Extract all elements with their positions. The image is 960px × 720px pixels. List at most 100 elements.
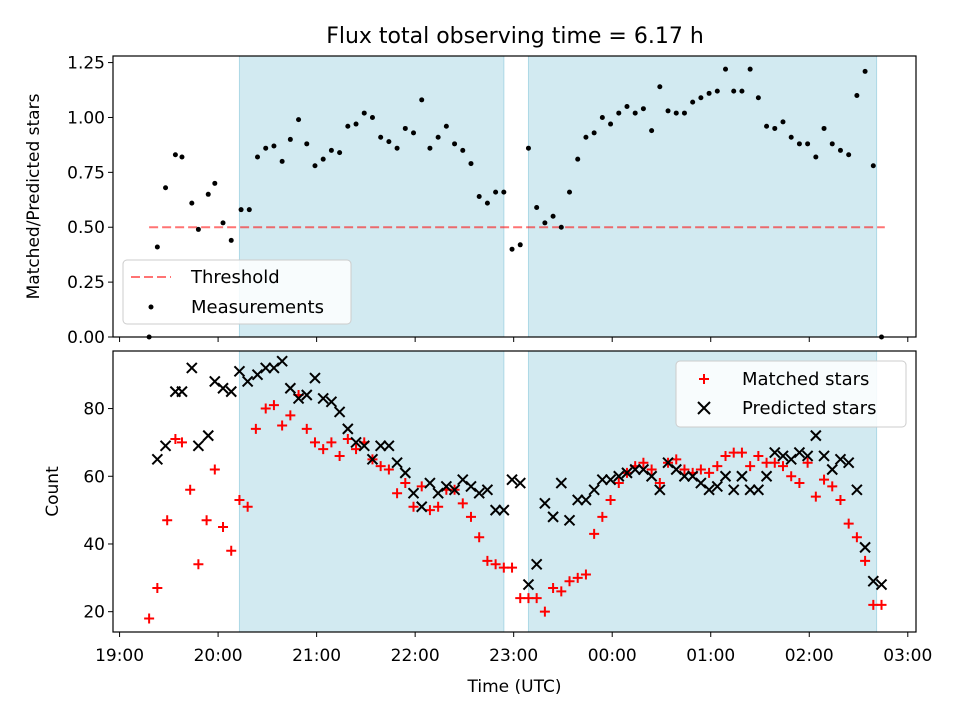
measurement-point bbox=[772, 125, 778, 131]
legend-top: Threshold Measurements bbox=[122, 259, 352, 325]
predicted-star-point bbox=[333, 406, 346, 418]
y-tick-label: 1.25 bbox=[67, 54, 105, 74]
x-tick-label: 03:00 bbox=[883, 646, 932, 666]
predicted-star-point bbox=[851, 484, 863, 496]
measurement-point bbox=[534, 204, 540, 210]
matched-star-point bbox=[301, 423, 312, 434]
legend-matched-label: Matched stars bbox=[742, 369, 869, 390]
matched-star-point bbox=[777, 461, 788, 472]
matched-star-point bbox=[226, 545, 237, 556]
predicted-star-point bbox=[818, 450, 830, 462]
observing-bands-top bbox=[238, 55, 878, 338]
measurement-point bbox=[706, 90, 712, 96]
predicted-star-point bbox=[826, 463, 838, 476]
y-axis-label-bottom: Count bbox=[43, 466, 63, 517]
predicted-star-point bbox=[325, 396, 338, 408]
predicted-star-point bbox=[176, 385, 188, 398]
predicted-star-point bbox=[662, 457, 674, 469]
measurement-point bbox=[583, 134, 589, 140]
predicted-star-point bbox=[424, 477, 436, 489]
matched-star-point bbox=[745, 461, 756, 472]
matched-star-point bbox=[564, 576, 575, 587]
y-tick-label: 20 bbox=[83, 603, 105, 623]
matched-star-point bbox=[424, 505, 435, 516]
predicted-star-point bbox=[498, 504, 510, 516]
measurement-point bbox=[320, 156, 326, 162]
matched-star-point bbox=[416, 481, 427, 492]
predicted-star-point bbox=[416, 501, 428, 513]
measurement-point bbox=[154, 244, 160, 250]
matched-star-point bbox=[465, 511, 476, 522]
observing-band bbox=[238, 350, 505, 633]
measurement-point bbox=[796, 141, 802, 147]
matched-star-point bbox=[860, 555, 871, 566]
matched-star-point bbox=[671, 454, 682, 465]
measurement-point bbox=[673, 110, 679, 116]
measurement-point bbox=[731, 88, 737, 94]
predicted-star-point bbox=[711, 480, 724, 493]
matched-star-point bbox=[531, 593, 542, 604]
measurement-point bbox=[665, 108, 671, 114]
predicted-star-point bbox=[678, 470, 691, 482]
matched-star-point bbox=[786, 471, 797, 482]
predicted-star-point bbox=[695, 477, 707, 489]
legend-predicted-swatch bbox=[697, 401, 711, 415]
predicted-star-point bbox=[350, 436, 362, 449]
measurement-point bbox=[723, 66, 729, 72]
predicted-star-point bbox=[736, 470, 748, 482]
predicted-star-point bbox=[186, 362, 198, 374]
matched-star-point bbox=[277, 420, 288, 431]
predicted-star-point bbox=[580, 494, 592, 506]
measurement-point bbox=[780, 119, 786, 125]
x-ticks-bottom: 19:00 20:00 21:00 22:00 23:00 00:00 01:00 02:00… bbox=[95, 632, 932, 666]
measurement-point bbox=[484, 200, 490, 206]
predicted-star-point bbox=[399, 467, 412, 479]
measurement-point bbox=[345, 123, 351, 129]
x-tick-label: 19:00 bbox=[95, 646, 144, 666]
predicted-star-point bbox=[473, 487, 485, 499]
legend-box bbox=[122, 259, 352, 325]
y-tick-label: 60 bbox=[83, 467, 105, 487]
y-tick-label: 1.00 bbox=[67, 108, 105, 128]
predicted-star-point bbox=[151, 453, 164, 466]
legend-measurement-swatch bbox=[148, 304, 154, 310]
measurement-point bbox=[255, 154, 261, 160]
measurement-point bbox=[279, 158, 285, 164]
measurement-point bbox=[212, 180, 218, 186]
matched-star-point bbox=[548, 582, 559, 593]
matched-star-point bbox=[769, 457, 780, 468]
predicted-star-point bbox=[217, 382, 229, 394]
matched-star-point bbox=[580, 569, 591, 580]
matched-star-point bbox=[201, 515, 212, 526]
measurement-point bbox=[870, 163, 876, 169]
legend-measurements-label: Measurements bbox=[191, 297, 324, 318]
matched-star-point bbox=[400, 478, 411, 489]
matched-star-point bbox=[753, 450, 764, 461]
predicted-star-point bbox=[555, 477, 568, 489]
measurement-point bbox=[369, 114, 375, 120]
matched-star-point bbox=[802, 457, 813, 468]
top-panel: 0.00 0.25 0.50 0.75 1.00 1.25 Matched/Predict… bbox=[24, 54, 917, 348]
predicted-star-point bbox=[637, 463, 650, 476]
predicted-star-point bbox=[613, 470, 625, 482]
measurement-point bbox=[460, 147, 466, 153]
measurement-point bbox=[378, 134, 384, 140]
matched-star-point bbox=[234, 494, 245, 505]
y-tick-label: 0.00 bbox=[67, 328, 105, 348]
measurement-point bbox=[443, 123, 449, 129]
legend-threshold-label: Threshold bbox=[190, 267, 280, 288]
predicted-star-point bbox=[457, 473, 469, 486]
measurement-point bbox=[246, 207, 252, 213]
predicted-star-point bbox=[268, 362, 280, 374]
predicted-star-point bbox=[859, 541, 871, 554]
predicted-star-point bbox=[292, 392, 305, 405]
matched-star-point bbox=[250, 423, 261, 434]
predicted-star-point bbox=[719, 470, 732, 482]
matched-star-point bbox=[375, 461, 386, 472]
matched-star-point bbox=[326, 437, 337, 448]
measurement-point bbox=[361, 110, 367, 116]
measurement-point bbox=[328, 147, 334, 153]
measurement-point bbox=[681, 110, 687, 116]
measurement-point bbox=[788, 134, 794, 140]
matched-star-point bbox=[457, 498, 468, 509]
